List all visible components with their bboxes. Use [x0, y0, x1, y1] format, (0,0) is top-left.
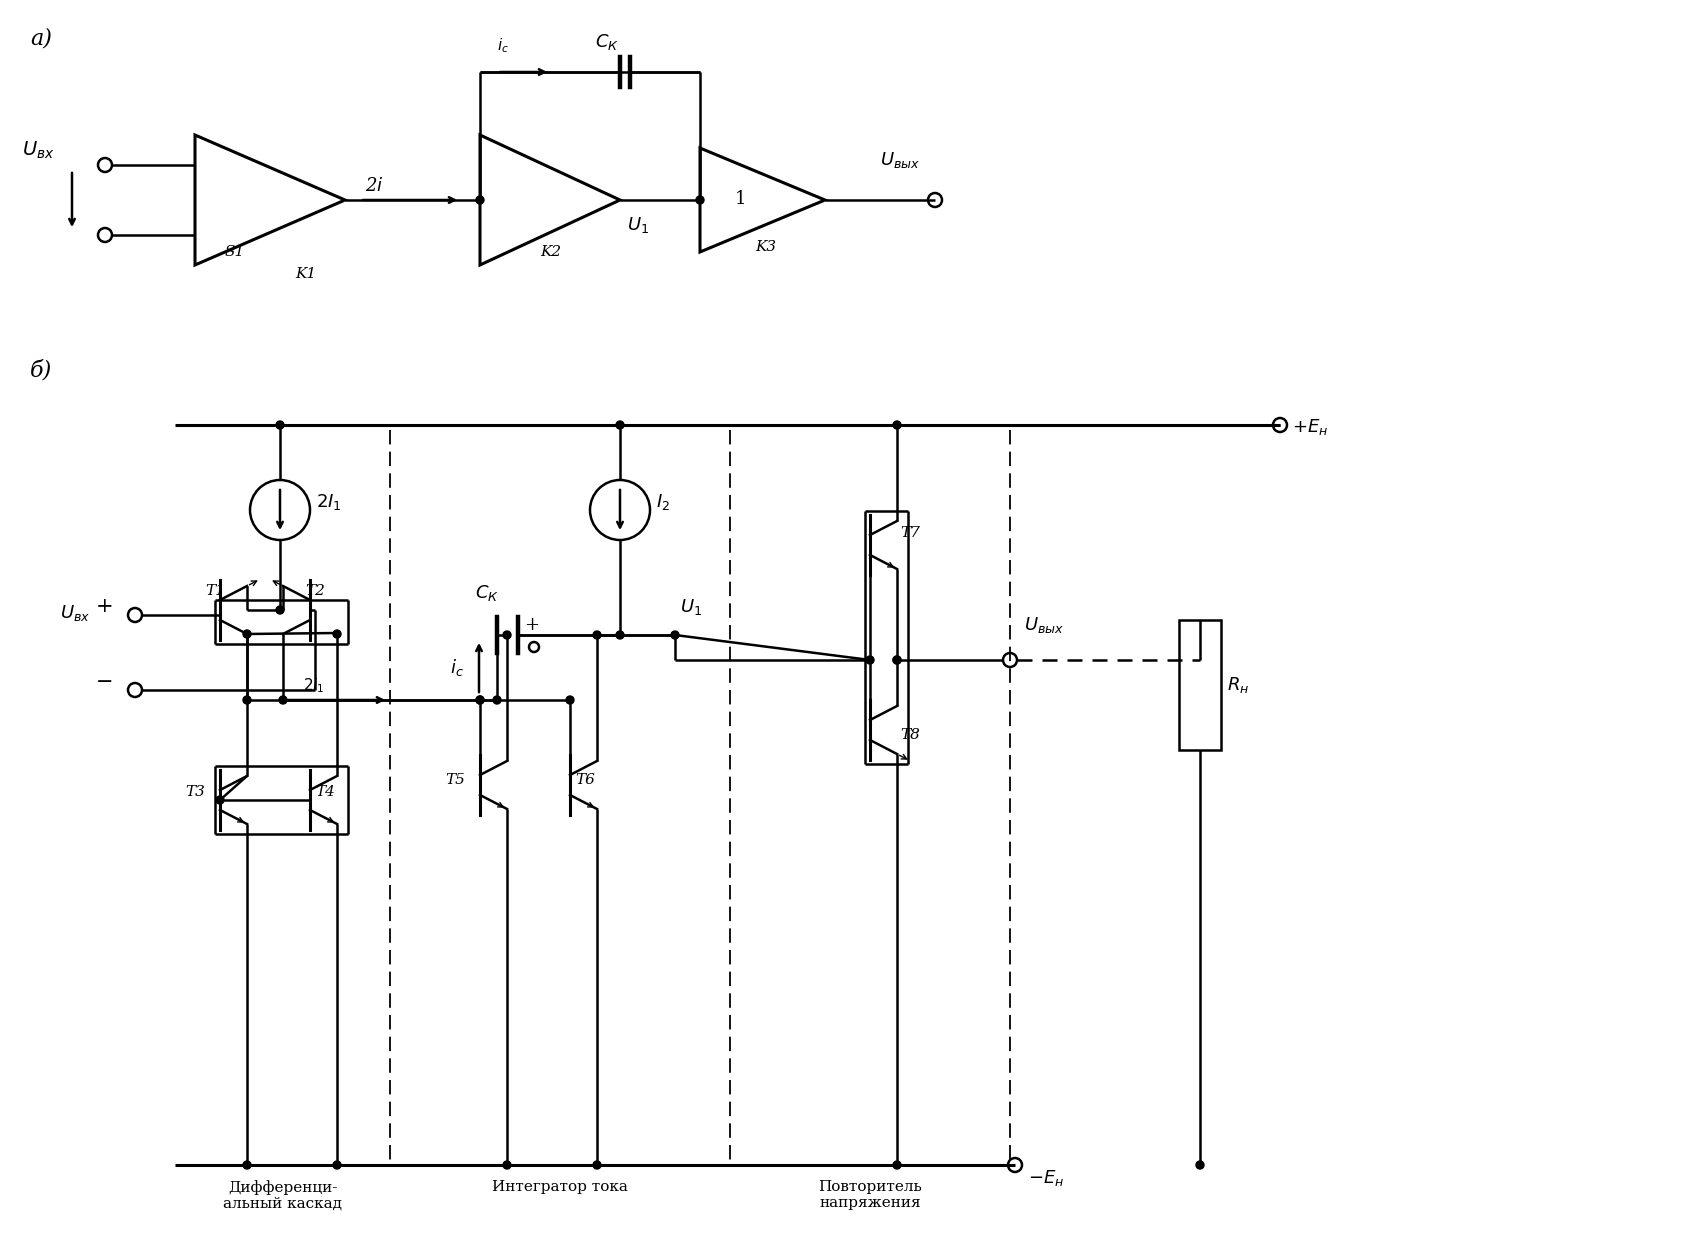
Circle shape [893, 657, 900, 664]
Circle shape [592, 1162, 600, 1169]
Text: $2i_1$: $2i_1$ [303, 677, 325, 695]
Circle shape [279, 695, 288, 704]
Text: $U_{вых}$: $U_{вых}$ [880, 150, 920, 170]
Text: T5: T5 [444, 773, 464, 787]
Text: S1: S1 [225, 246, 246, 259]
Circle shape [476, 695, 484, 704]
Text: +: + [523, 616, 538, 634]
Circle shape [503, 1162, 511, 1169]
Text: б): б) [30, 360, 52, 382]
Text: $-E_{н}$: $-E_{н}$ [1028, 1168, 1063, 1188]
Text: +: + [96, 598, 114, 616]
Text: K1: K1 [294, 267, 316, 281]
Circle shape [671, 632, 678, 639]
Circle shape [893, 1162, 900, 1169]
Circle shape [866, 657, 873, 664]
Text: $C_К$: $C_К$ [474, 583, 498, 603]
Circle shape [276, 421, 284, 429]
Text: T7: T7 [900, 526, 920, 540]
Text: −: − [96, 673, 114, 692]
FancyBboxPatch shape [1179, 620, 1219, 751]
Text: $U_{вх}$: $U_{вх}$ [61, 603, 91, 623]
Text: T8: T8 [900, 728, 920, 742]
Text: K2: K2 [540, 246, 560, 259]
Circle shape [565, 695, 574, 704]
Circle shape [476, 695, 484, 704]
Text: Интегратор тока: Интегратор тока [491, 1180, 627, 1194]
Text: K3: K3 [755, 241, 775, 254]
Circle shape [1196, 1162, 1203, 1169]
Circle shape [333, 1162, 341, 1169]
Circle shape [276, 606, 284, 614]
Circle shape [696, 195, 703, 204]
Circle shape [503, 632, 511, 639]
Text: $i_с$: $i_с$ [449, 657, 464, 678]
Text: $U_{вых}$: $U_{вых}$ [1023, 615, 1063, 635]
Text: Повторитель
напряжения: Повторитель напряжения [817, 1180, 922, 1210]
Circle shape [893, 421, 900, 429]
Circle shape [893, 657, 900, 664]
Text: Дифференци-
альный каскад: Дифференци- альный каскад [224, 1180, 341, 1212]
Text: а): а) [30, 28, 52, 50]
Circle shape [333, 630, 341, 638]
Circle shape [493, 695, 501, 704]
Circle shape [616, 632, 624, 639]
Text: $C_К$: $C_К$ [595, 33, 619, 53]
Circle shape [592, 632, 600, 639]
Text: 2$i$: 2$i$ [365, 177, 383, 195]
Text: $2I_1$: $2I_1$ [316, 492, 341, 512]
Text: 1: 1 [735, 190, 747, 208]
Text: $+E_{н}$: $+E_{н}$ [1292, 417, 1327, 437]
Circle shape [242, 1162, 251, 1169]
Text: $i_с$: $i_с$ [496, 36, 508, 55]
Text: $U_1$: $U_1$ [627, 216, 649, 236]
Circle shape [215, 796, 224, 804]
Text: T3: T3 [185, 784, 205, 799]
Text: $U_{вх}$: $U_{вх}$ [22, 139, 54, 160]
Circle shape [476, 195, 484, 204]
Circle shape [242, 695, 251, 704]
Circle shape [616, 421, 624, 429]
Text: $I_2$: $I_2$ [656, 492, 669, 512]
Text: $R_н$: $R_н$ [1226, 675, 1248, 695]
Text: T6: T6 [575, 773, 594, 787]
Text: T4: T4 [315, 784, 335, 799]
Text: T2: T2 [304, 584, 325, 598]
Circle shape [242, 630, 251, 638]
Text: T1: T1 [205, 584, 225, 598]
Text: $U_1$: $U_1$ [680, 596, 701, 616]
